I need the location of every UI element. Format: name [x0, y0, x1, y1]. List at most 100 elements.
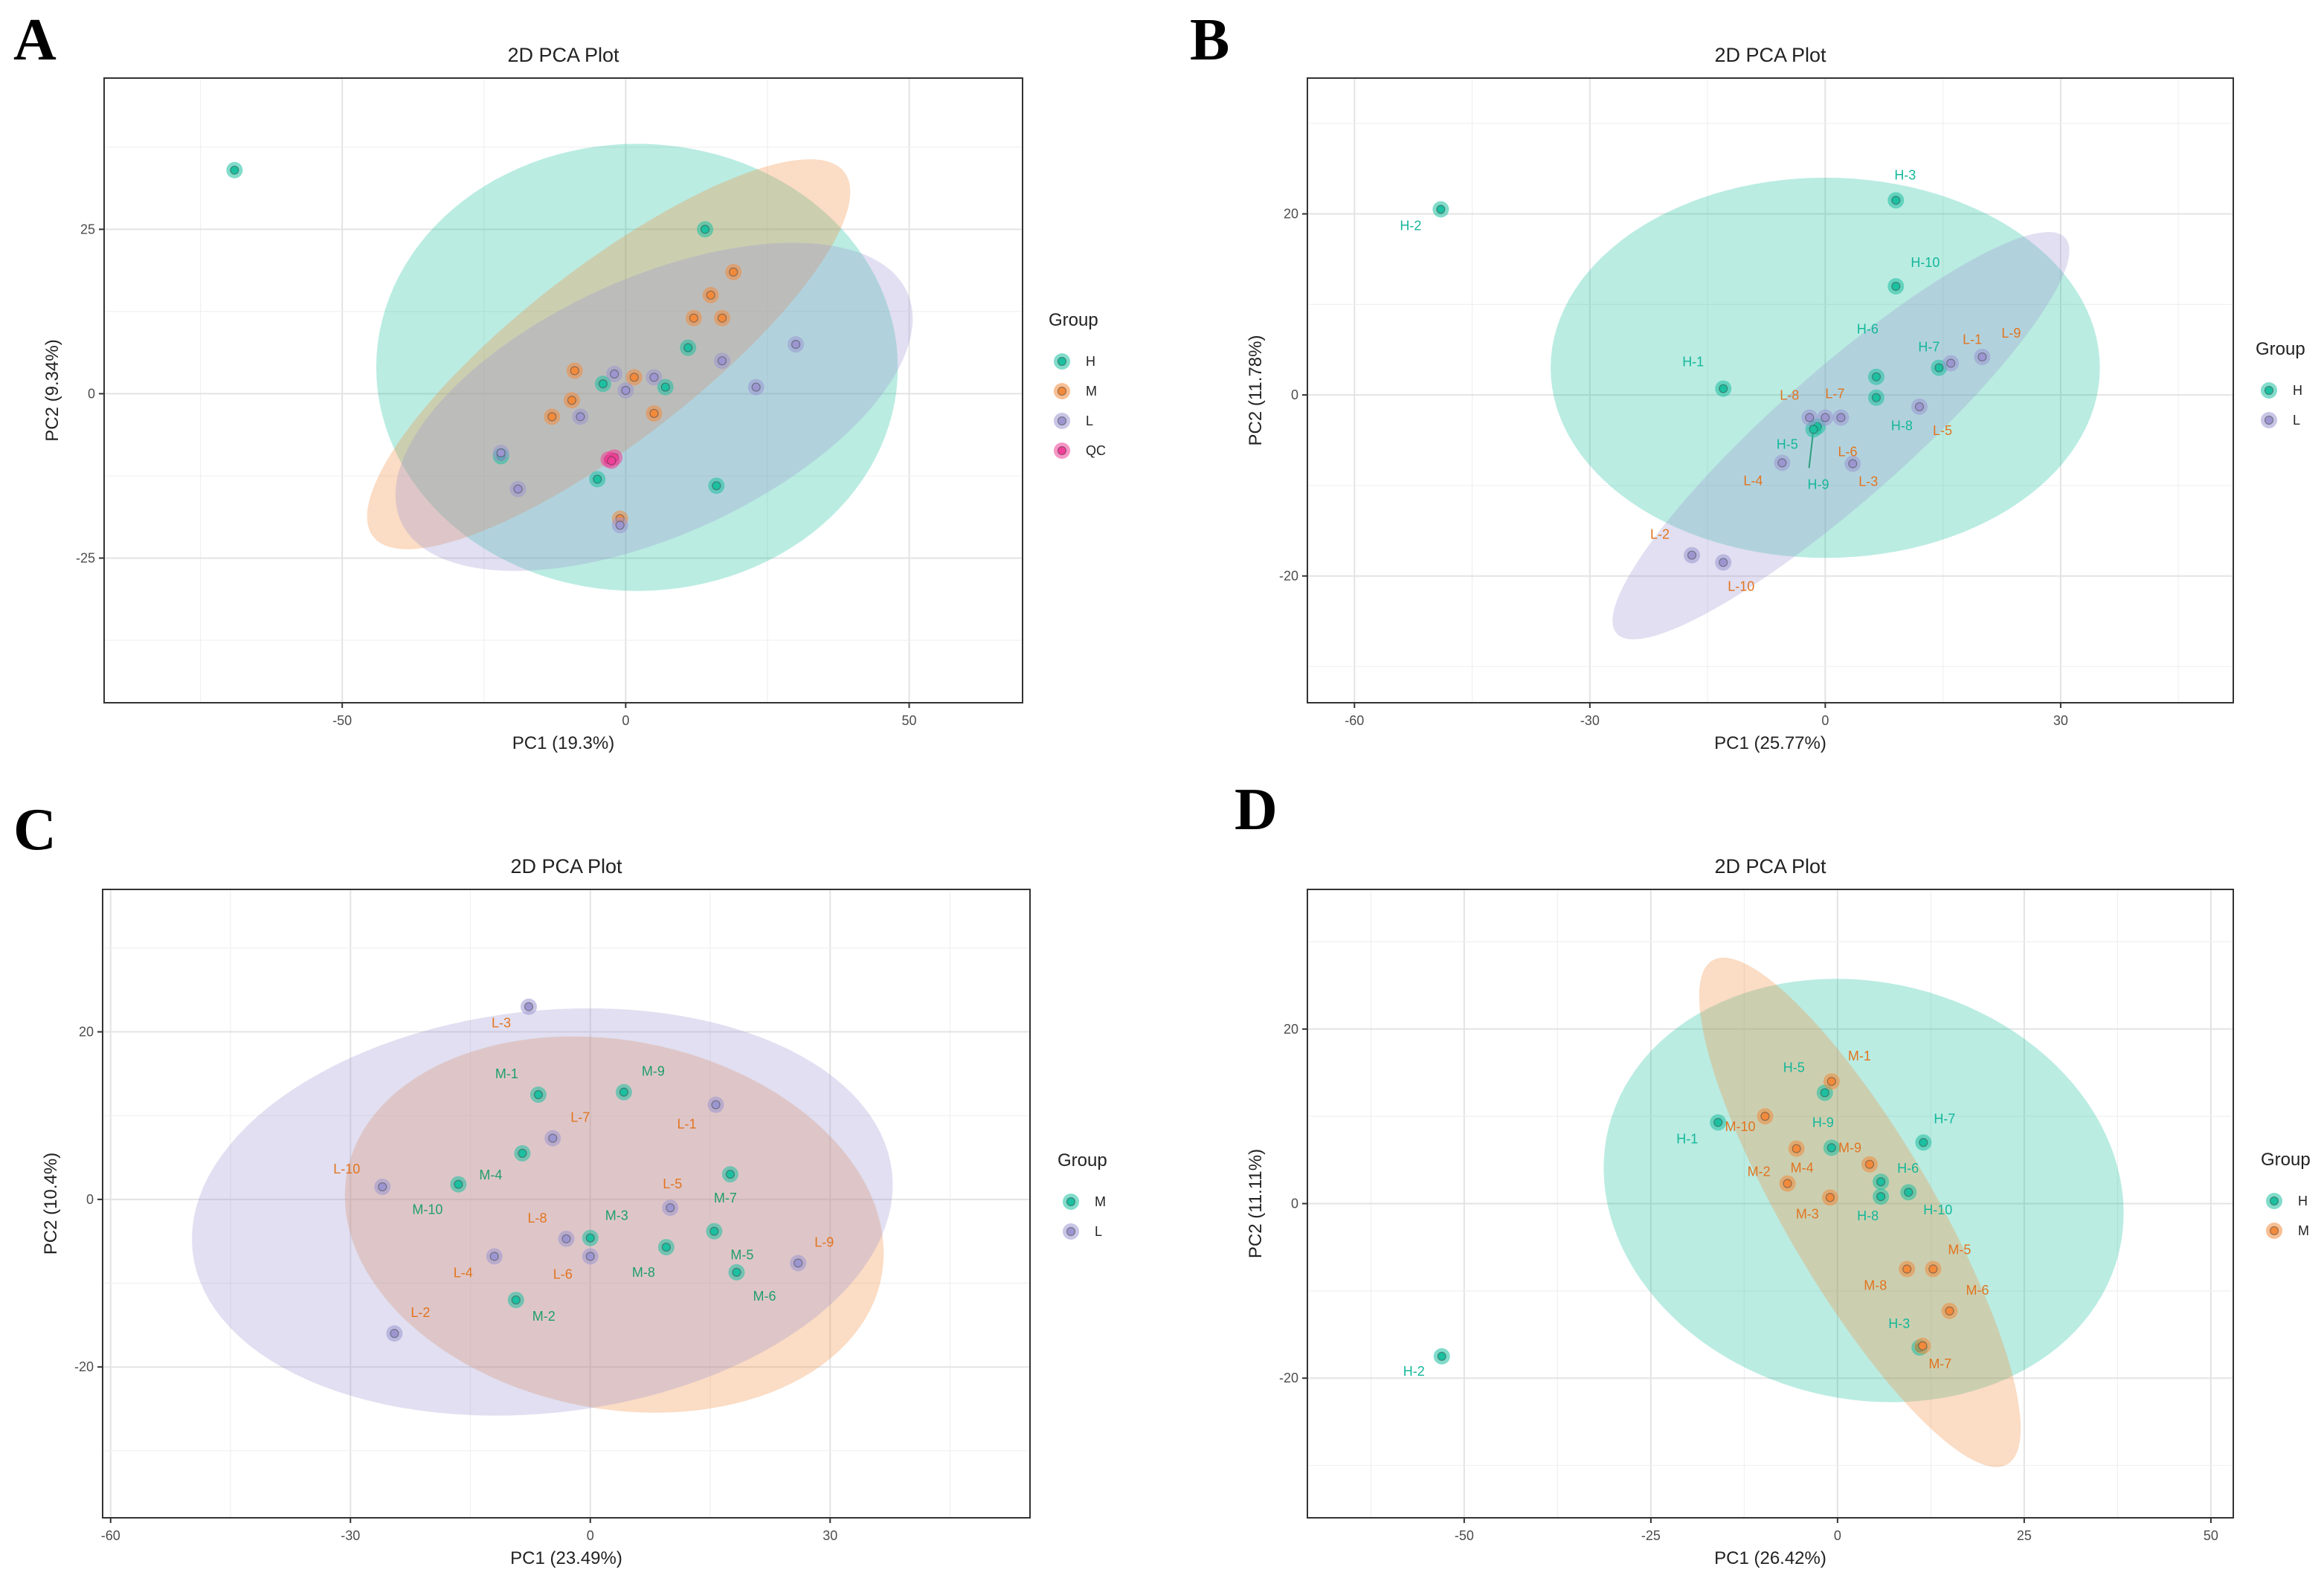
data-point-m-9 — [615, 1083, 632, 1101]
point-core — [1977, 352, 1987, 362]
panel-letter: B — [1190, 7, 1229, 73]
panel-c: CM-1 M-9M-4M-10M-7M-3M-8M-5M-6M-2L-3L-7 L-… — [13, 797, 1107, 1568]
y-tick-label: -20 — [74, 1359, 94, 1374]
data-point — [594, 376, 611, 393]
plot-background — [1307, 78, 2233, 703]
point-label: L-4 — [454, 1265, 473, 1280]
data-point — [492, 445, 509, 461]
point-label: L-5 — [663, 1176, 682, 1191]
axis-ticks: -50 -25 0 25 50 -20 0 20 — [1279, 1022, 2218, 1543]
point-core — [576, 412, 585, 422]
data-point — [589, 471, 606, 488]
point-label: M-10 — [1725, 1119, 1755, 1134]
data-point — [606, 365, 623, 382]
data-points — [1433, 1073, 1958, 1365]
x-tick-label: -30 — [341, 1528, 360, 1543]
point-core — [1836, 413, 1846, 422]
x-axis-label: PC1 (23.49%) — [510, 1548, 622, 1568]
grid-lines — [104, 78, 1023, 703]
data-point — [617, 382, 634, 399]
point-label: M-1 — [1848, 1049, 1871, 1063]
point-label: M-2 — [532, 1309, 556, 1324]
data-point — [603, 452, 620, 469]
y-tick-label: 0 — [1291, 387, 1298, 402]
point-core — [661, 1242, 671, 1252]
point-label: H-3 — [1894, 167, 1916, 182]
ellipse-h — [1551, 177, 2100, 558]
x-tick-label: 30 — [2053, 713, 2068, 728]
point-label: M-7 — [1928, 1356, 1951, 1371]
x-tick-label: 25 — [2017, 1528, 2032, 1543]
point-label: H-1 — [1682, 355, 1704, 370]
legend-label: H — [2298, 1194, 2308, 1208]
point-core — [700, 225, 710, 234]
legend-marker — [2269, 1226, 2279, 1236]
data-point — [572, 408, 589, 425]
data-point-m-2 — [1779, 1175, 1796, 1192]
ellipse-m — [367, 159, 851, 550]
point-core — [1864, 1159, 1875, 1169]
point-core — [1713, 1118, 1723, 1127]
point-label: L-4 — [1743, 473, 1763, 488]
data-point-h-2 — [1432, 201, 1449, 218]
data-point — [563, 392, 580, 409]
point-label: H-10 — [1923, 1202, 1952, 1217]
point-core — [1871, 393, 1882, 402]
x-axis-label: PC1 (26.42%) — [1714, 1548, 1826, 1568]
point-core — [660, 382, 670, 392]
point-core — [1848, 459, 1858, 468]
point-label: L-5 — [1933, 423, 1952, 438]
data-point-h-5 — [1816, 1084, 1833, 1101]
data-point-l-9 — [790, 1255, 807, 1272]
data-point-m-1 — [1823, 1073, 1840, 1090]
point-core — [547, 412, 557, 422]
point-core — [533, 1089, 543, 1100]
point-label: H-10 — [1911, 255, 1940, 270]
legend-label: QC — [1086, 443, 1106, 458]
point-core — [1820, 1088, 1829, 1098]
panel-d: D H-5 H-1 H-9 H-7 H-6 H-10 H-8 H-3 H-2 M-1 M-10 M-9 M… — [1235, 777, 2311, 1568]
point-core — [489, 1252, 499, 1261]
data-points — [226, 161, 805, 534]
data-point-h-1 — [1715, 380, 1732, 397]
point-label: L-1 — [1963, 332, 1982, 347]
data-point-l-4 — [486, 1248, 503, 1265]
x-tick-label: -60 — [1345, 713, 1364, 728]
point-label: M-4 — [479, 1168, 502, 1182]
point-core — [615, 521, 625, 530]
data-point-m-7 — [1914, 1337, 1931, 1354]
point-core — [619, 1087, 629, 1097]
point-label: L-10 — [333, 1162, 360, 1176]
data-point-l-10 — [1715, 554, 1732, 571]
legend: Group HL — [2256, 339, 2305, 428]
y-tick-label: 0 — [1291, 1197, 1298, 1211]
data-point-m-10 — [1757, 1108, 1774, 1125]
y-axis-label: PC2 (9.34%) — [42, 339, 62, 441]
data-point-l-5 — [662, 1200, 679, 1217]
data-point — [226, 161, 243, 178]
point-core — [1904, 1188, 1913, 1197]
data-point-l-7 — [544, 1130, 561, 1147]
point-core — [725, 1169, 735, 1179]
data-point-m-8 — [657, 1239, 675, 1256]
data-point-m-10 — [450, 1176, 467, 1193]
legend-marker — [1066, 1197, 1076, 1207]
legend-label: M — [1095, 1194, 1106, 1209]
legend-item-l: L — [1054, 413, 1093, 429]
point-label: M-5 — [730, 1248, 753, 1263]
point-core — [1871, 372, 1882, 381]
point-core — [593, 474, 602, 484]
ellipse-m — [344, 1036, 884, 1413]
plot-background — [103, 889, 1030, 1518]
point-label: H-8 — [1857, 1208, 1879, 1223]
data-point-h-10 — [1887, 278, 1905, 294]
point-core — [1902, 1264, 1912, 1274]
plot-frame — [1307, 77, 2234, 703]
point-core — [712, 481, 721, 491]
point-core — [1876, 1177, 1886, 1187]
x-tick-label: 0 — [1834, 1528, 1841, 1543]
panel-letter: D — [1235, 777, 1278, 843]
point-core — [518, 1148, 527, 1159]
axis-ticks: -60 -30 0 30 -20 0 20 — [1279, 207, 2068, 728]
x-tick-label: 30 — [823, 1528, 837, 1543]
